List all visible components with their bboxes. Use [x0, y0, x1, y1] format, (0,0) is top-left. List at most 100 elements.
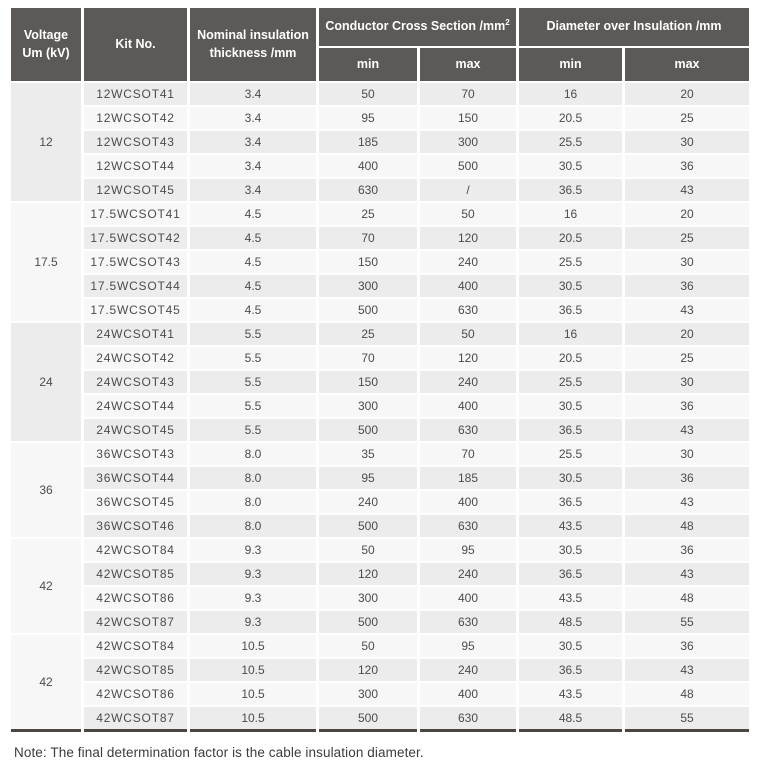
header-voltage: Voltage Um (kV)	[11, 8, 81, 81]
header-nominal-line1: Nominal insulation	[197, 28, 309, 42]
diameter-max-cell: 25	[625, 227, 749, 249]
diameter-min-cell: 36.5	[519, 491, 622, 513]
table-row: 36WCSOT44 8.0 95 185 30.5 36	[11, 467, 749, 489]
insulation-thickness-cell: 9.3	[190, 539, 316, 561]
conductor-min-cell: 50	[319, 539, 417, 561]
kit-no-cell: 24WCSOT41	[84, 323, 187, 345]
conductor-max-cell: 70	[420, 83, 516, 105]
header-voltage-line2: Um (kV)	[22, 45, 70, 60]
conductor-max-cell: 185	[420, 467, 516, 489]
insulation-thickness-cell: 3.4	[190, 179, 316, 201]
table-row: 17.5WCSOT45 4.5 500 630 36.5 43	[11, 299, 749, 321]
kit-no-cell: 12WCSOT43	[84, 131, 187, 153]
kit-no-cell: 24WCSOT42	[84, 347, 187, 369]
conductor-min-cell: 500	[319, 707, 417, 732]
kit-no-cell: 24WCSOT43	[84, 371, 187, 393]
diameter-max-cell: 43	[625, 659, 749, 681]
insulation-thickness-cell: 4.5	[190, 251, 316, 273]
conductor-min-cell: 35	[319, 443, 417, 465]
diameter-max-cell: 36	[625, 395, 749, 417]
kit-no-cell: 17.5WCSOT45	[84, 299, 187, 321]
table-row: 12WCSOT42 3.4 95 150 20.5 25	[11, 107, 749, 129]
header-kit-no: Kit No.	[84, 8, 187, 81]
insulation-thickness-cell: 4.5	[190, 227, 316, 249]
insulation-thickness-cell: 10.5	[190, 659, 316, 681]
conductor-min-cell: 300	[319, 587, 417, 609]
diameter-max-cell: 48	[625, 683, 749, 705]
header-diameter-max: max	[625, 48, 749, 81]
diameter-min-cell: 36.5	[519, 659, 622, 681]
conductor-max-cell: 70	[420, 443, 516, 465]
kit-no-cell: 42WCSOT85	[84, 659, 187, 681]
conductor-max-cell: /	[420, 179, 516, 201]
kit-no-cell: 12WCSOT41	[84, 83, 187, 105]
kit-no-cell: 36WCSOT44	[84, 467, 187, 489]
diameter-min-cell: 36.5	[519, 419, 622, 441]
conductor-max-cell: 240	[420, 659, 516, 681]
diameter-min-cell: 20.5	[519, 227, 622, 249]
table-row: 24WCSOT43 5.5 150 240 25.5 30	[11, 371, 749, 393]
kit-no-cell: 17.5WCSOT42	[84, 227, 187, 249]
diameter-max-cell: 43	[625, 299, 749, 321]
diameter-min-cell: 30.5	[519, 275, 622, 297]
table-row: 24WCSOT42 5.5 70 120 20.5 25	[11, 347, 749, 369]
header-row-sub: min max min max	[11, 48, 749, 81]
diameter-min-cell: 30.5	[519, 635, 622, 657]
diameter-max-cell: 36	[625, 635, 749, 657]
diameter-min-cell: 16	[519, 323, 622, 345]
diameter-min-cell: 36.5	[519, 179, 622, 201]
conductor-max-cell: 95	[420, 635, 516, 657]
diameter-min-cell: 43.5	[519, 683, 622, 705]
kit-no-cell: 42WCSOT86	[84, 683, 187, 705]
header-nominal-line2: thickness /mm	[209, 45, 297, 60]
insulation-thickness-cell: 9.3	[190, 611, 316, 633]
insulation-thickness-cell: 3.4	[190, 155, 316, 177]
conductor-min-cell: 120	[319, 563, 417, 585]
diameter-min-cell: 48.5	[519, 707, 622, 732]
insulation-thickness-cell: 8.0	[190, 515, 316, 537]
diameter-min-cell: 48.5	[519, 611, 622, 633]
diameter-min-cell: 25.5	[519, 443, 622, 465]
diameter-max-cell: 43	[625, 491, 749, 513]
conductor-min-cell: 185	[319, 131, 417, 153]
diameter-min-cell: 36.5	[519, 563, 622, 585]
conductor-max-cell: 120	[420, 227, 516, 249]
header-conductor-min: min	[319, 48, 417, 81]
table-row: 12WCSOT45 3.4 630/36.5 43	[11, 179, 749, 201]
kit-selection-table: Voltage Um (kV) Kit No. Nominal insulati…	[8, 6, 752, 734]
header-row-top: Voltage Um (kV) Kit No. Nominal insulati…	[11, 8, 749, 81]
table-row: 42WCSOT86 10.5 300 400 43.5 48	[11, 683, 749, 705]
diameter-max-cell: 30	[625, 131, 749, 153]
diameter-max-cell: 36	[625, 155, 749, 177]
table-row: 36WCSOT45 8.0 240 400 36.5 43	[11, 491, 749, 513]
conductor-min-cell: 50	[319, 635, 417, 657]
table-row: 24WCSOT45 5.5 500 630 36.5 43	[11, 419, 749, 441]
table-header: Voltage Um (kV) Kit No. Nominal insulati…	[11, 8, 749, 81]
conductor-min-cell: 70	[319, 227, 417, 249]
table-row: 24WCSOT44 5.5 300 400 30.5 36	[11, 395, 749, 417]
insulation-thickness-cell: 4.5	[190, 203, 316, 225]
kit-no-cell: 36WCSOT43	[84, 443, 187, 465]
header-nominal-insulation: Nominal insulation thickness /mm	[190, 8, 316, 81]
conductor-max-cell: 400	[420, 275, 516, 297]
kit-no-cell: 42WCSOT86	[84, 587, 187, 609]
conductor-min-cell: 400	[319, 155, 417, 177]
table-body: 12 12WCSOT41 3.4 50 70 16 20 12WCSOT42 3.4 95 150 2…	[11, 83, 749, 732]
conductor-max-cell: 95	[420, 539, 516, 561]
table-row: 12 12WCSOT41 3.4 50 70 16 20	[11, 83, 749, 201]
diameter-min-cell: 25.5	[519, 371, 622, 393]
header-diameter-over-insulation: Diameter over Insulation /mm	[519, 8, 749, 46]
diameter-min-cell: 30.5	[519, 155, 622, 177]
insulation-thickness-cell: 5.5	[190, 419, 316, 441]
kit-no-cell: 12WCSOT45	[84, 179, 187, 201]
diameter-max-cell: 43	[625, 563, 749, 585]
table-row: 17.5WCSOT44 4.5 300 400 30.5 36	[11, 275, 749, 297]
conductor-min-cell: 500	[319, 611, 417, 633]
diameter-max-cell: 36	[625, 467, 749, 489]
conductor-min-cell: 500	[319, 515, 417, 537]
diameter-max-cell: 20	[625, 83, 749, 105]
kit-no-cell: 42WCSOT84	[84, 635, 187, 657]
conductor-max-cell: 400	[420, 395, 516, 417]
header-conductor-cross-section: Conductor Cross Section /mm2	[319, 8, 516, 46]
table-row: 24 24WCSOT41 5.5 25 50 16 20	[11, 323, 749, 441]
